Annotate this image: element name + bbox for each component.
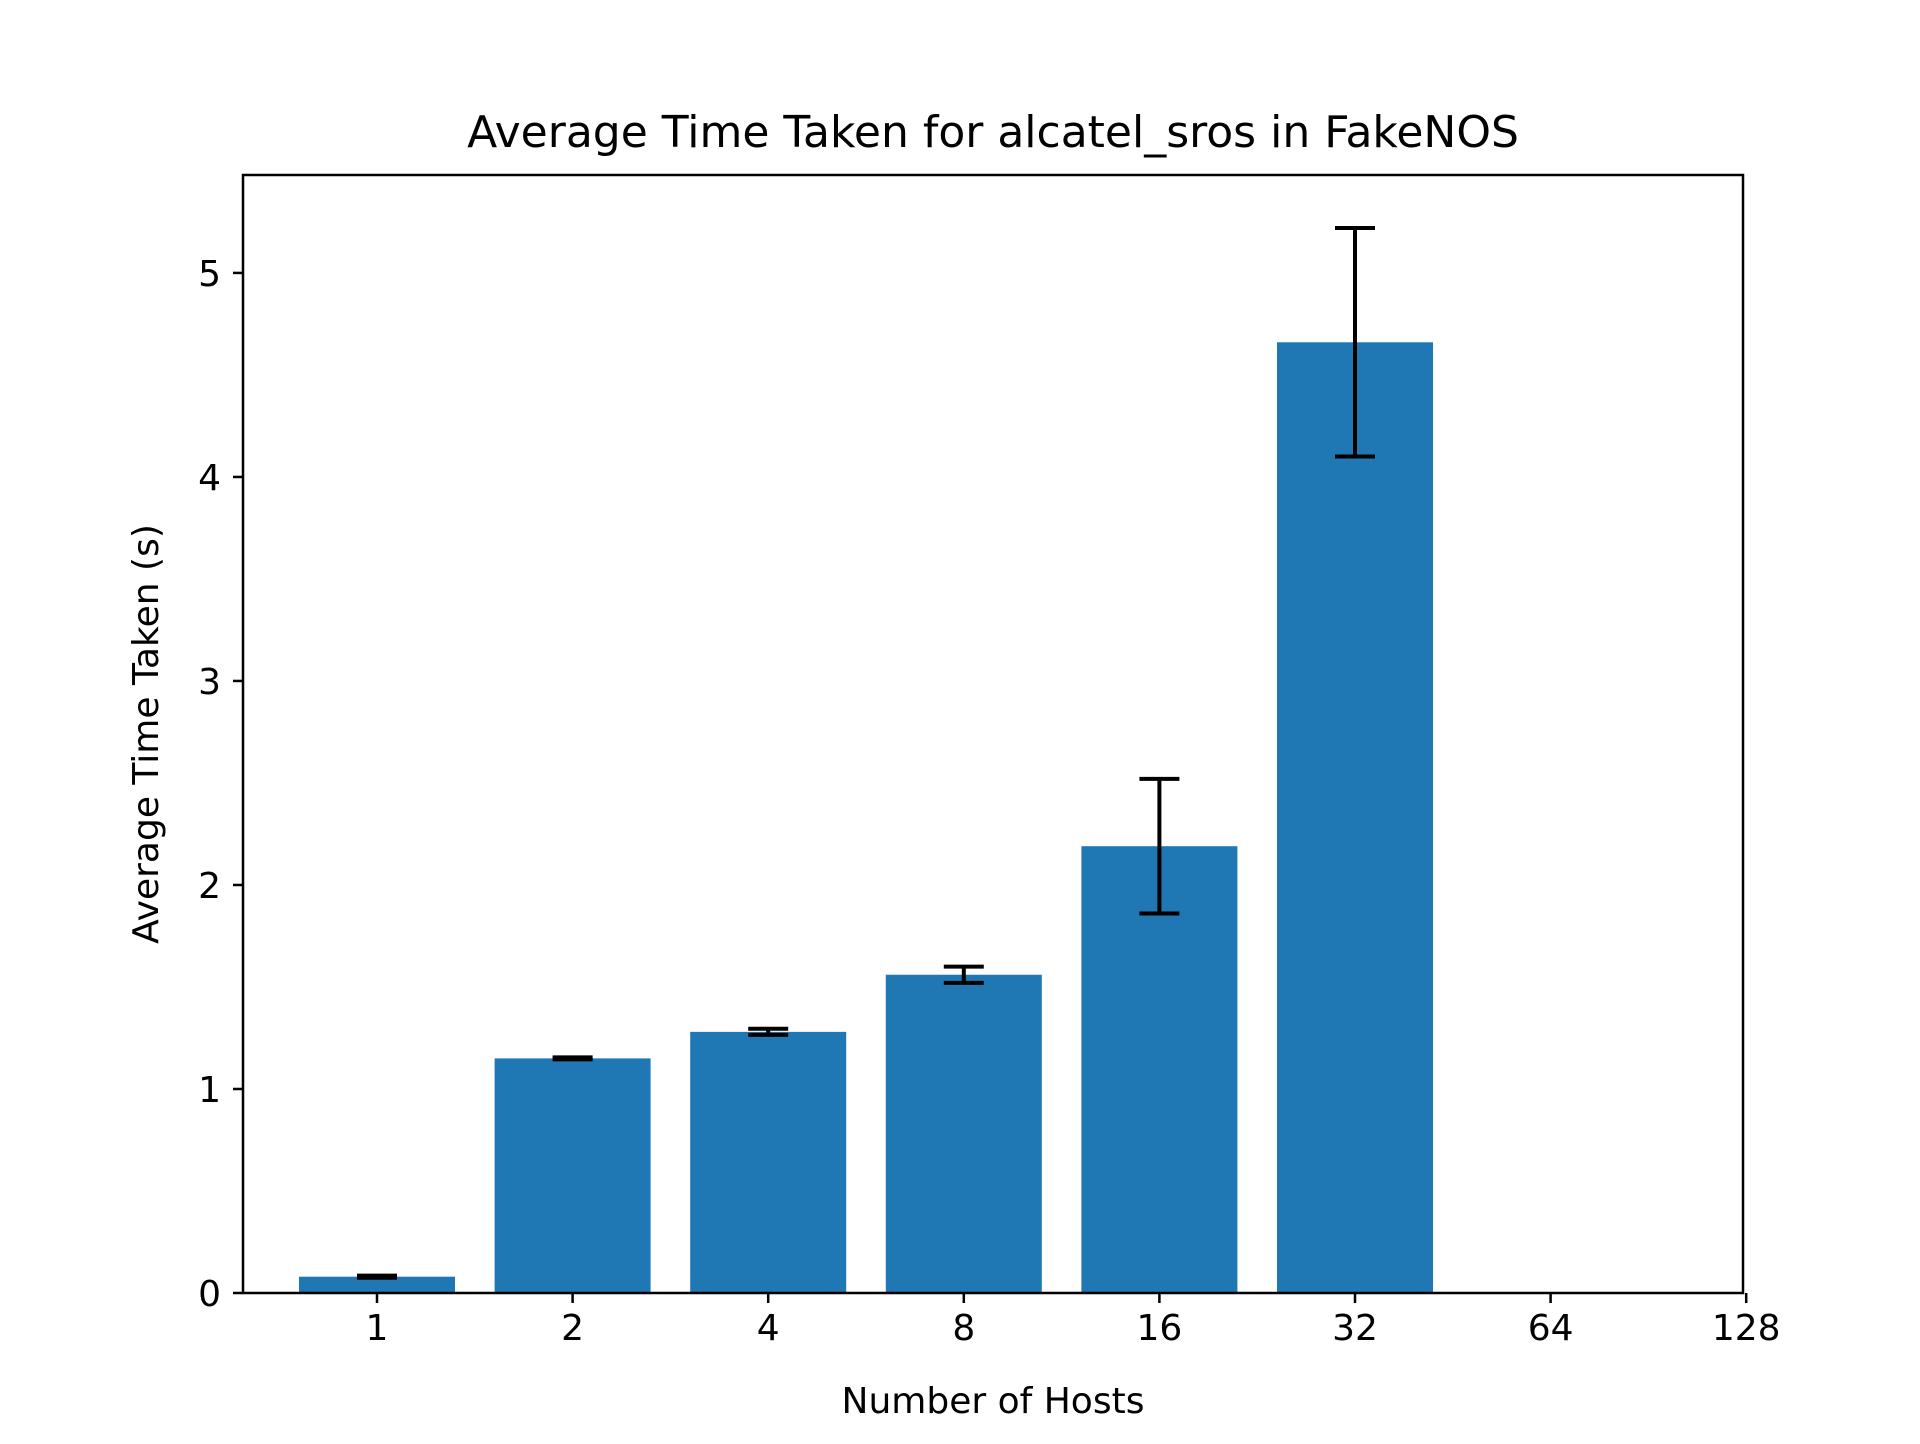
errorbar-2: [552, 1055, 593, 1062]
x-tick-label-8: 8: [952, 1308, 975, 1349]
y-tick-label-4: 4: [198, 458, 221, 499]
errorbars-layer: [357, 226, 1375, 1280]
errorbar-4: [748, 1026, 789, 1037]
y-tick-label-1: 1: [198, 1070, 221, 1111]
bar-4: [690, 1031, 847, 1293]
y-axis-label: Average Time Taken (s): [126, 524, 167, 944]
x-tick-label-128: 128: [1712, 1308, 1781, 1349]
x-tick-label-2: 2: [561, 1308, 584, 1349]
chart-title: Average Time Taken for alcatel_sros in F…: [467, 107, 1519, 158]
bar-8: [885, 974, 1042, 1293]
y-tick-label-3: 3: [198, 662, 221, 703]
errorbar-8: [943, 964, 984, 985]
x-axis-label: Number of Hosts: [842, 1381, 1145, 1422]
y-tick-label-2: 2: [198, 866, 221, 907]
x-tick-label-32: 32: [1332, 1308, 1378, 1349]
errorbar-32: [1335, 226, 1375, 459]
y-tick-label-0: 0: [198, 1274, 221, 1315]
plot-area-frame: [241, 173, 1745, 1295]
x-tick-label-16: 16: [1136, 1308, 1182, 1349]
x-tick-label-1: 1: [366, 1308, 389, 1349]
errorbar-1: [357, 1273, 397, 1280]
bar-2: [494, 1058, 651, 1293]
x-tick-label-4: 4: [757, 1308, 780, 1349]
bars-layer: [299, 342, 1433, 1293]
x-axis-ticks: 1 2 4 8 16 32 64 128: [366, 1293, 1781, 1349]
y-axis-ticks: 0 1 2 3 4 5: [198, 254, 243, 1315]
y-tick-label-5: 5: [198, 254, 221, 295]
errorbar-16: [1139, 776, 1180, 916]
bar-32: [1277, 342, 1433, 1293]
x-tick-label-64: 64: [1528, 1308, 1574, 1349]
bar-1: [299, 1276, 455, 1293]
bar-16: [1081, 846, 1238, 1293]
